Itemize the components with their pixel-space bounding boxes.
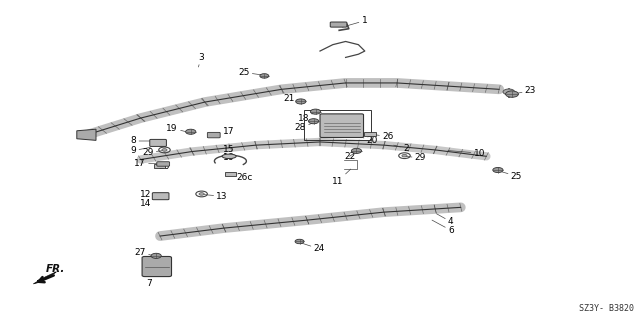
Text: 26c: 26c bbox=[227, 173, 253, 182]
Circle shape bbox=[310, 109, 321, 114]
Text: 14: 14 bbox=[140, 199, 151, 208]
Text: 23: 23 bbox=[512, 86, 536, 95]
Text: 29: 29 bbox=[405, 153, 426, 162]
Text: 9: 9 bbox=[131, 146, 150, 155]
Text: 26: 26 bbox=[369, 132, 394, 141]
Text: 29: 29 bbox=[142, 148, 163, 157]
FancyBboxPatch shape bbox=[142, 256, 172, 277]
Polygon shape bbox=[33, 272, 56, 284]
Circle shape bbox=[493, 167, 503, 173]
Text: 24: 24 bbox=[300, 242, 325, 253]
Text: 6: 6 bbox=[432, 220, 454, 235]
Text: 26: 26 bbox=[159, 162, 170, 171]
Text: 22: 22 bbox=[344, 152, 356, 161]
FancyBboxPatch shape bbox=[364, 132, 376, 136]
Text: 7: 7 bbox=[146, 279, 152, 288]
Ellipse shape bbox=[222, 154, 236, 159]
Circle shape bbox=[351, 148, 362, 153]
Bar bbox=[304, 110, 371, 140]
FancyBboxPatch shape bbox=[320, 114, 364, 137]
Text: 8: 8 bbox=[131, 137, 154, 145]
Text: 1: 1 bbox=[342, 16, 367, 27]
Text: 17: 17 bbox=[134, 159, 159, 168]
Circle shape bbox=[295, 239, 304, 244]
Circle shape bbox=[162, 149, 167, 151]
Text: 18: 18 bbox=[298, 112, 316, 122]
Circle shape bbox=[296, 99, 306, 104]
Text: 17: 17 bbox=[211, 127, 234, 136]
Text: 12: 12 bbox=[140, 190, 151, 199]
Text: FR.: FR. bbox=[46, 264, 65, 274]
Circle shape bbox=[402, 154, 407, 157]
Text: 5: 5 bbox=[146, 271, 152, 279]
FancyBboxPatch shape bbox=[225, 172, 236, 176]
FancyBboxPatch shape bbox=[152, 193, 169, 200]
FancyBboxPatch shape bbox=[157, 162, 170, 166]
FancyBboxPatch shape bbox=[150, 139, 166, 146]
Text: 19: 19 bbox=[166, 124, 189, 133]
Text: 16: 16 bbox=[223, 153, 234, 162]
FancyBboxPatch shape bbox=[330, 22, 347, 27]
Circle shape bbox=[186, 129, 196, 134]
Text: 25: 25 bbox=[238, 68, 262, 77]
Text: 20: 20 bbox=[362, 137, 378, 145]
Circle shape bbox=[151, 253, 161, 258]
Text: 25: 25 bbox=[498, 171, 522, 181]
Text: 13: 13 bbox=[204, 192, 228, 201]
Text: 27: 27 bbox=[134, 248, 154, 256]
Text: 2: 2 bbox=[394, 144, 409, 153]
Text: 28: 28 bbox=[294, 123, 314, 132]
Polygon shape bbox=[77, 129, 96, 140]
Text: 4: 4 bbox=[436, 214, 454, 226]
Text: SZ3Y- B3820: SZ3Y- B3820 bbox=[579, 304, 634, 313]
Circle shape bbox=[199, 193, 204, 195]
Text: 21: 21 bbox=[283, 94, 301, 103]
Text: 3: 3 bbox=[198, 53, 204, 67]
FancyBboxPatch shape bbox=[207, 132, 220, 138]
Text: 15: 15 bbox=[223, 145, 234, 154]
Text: 11: 11 bbox=[332, 169, 351, 186]
Circle shape bbox=[260, 74, 269, 78]
Circle shape bbox=[506, 91, 518, 97]
Text: 10: 10 bbox=[448, 149, 485, 158]
Circle shape bbox=[308, 119, 319, 124]
FancyBboxPatch shape bbox=[154, 164, 165, 168]
Circle shape bbox=[503, 89, 515, 95]
